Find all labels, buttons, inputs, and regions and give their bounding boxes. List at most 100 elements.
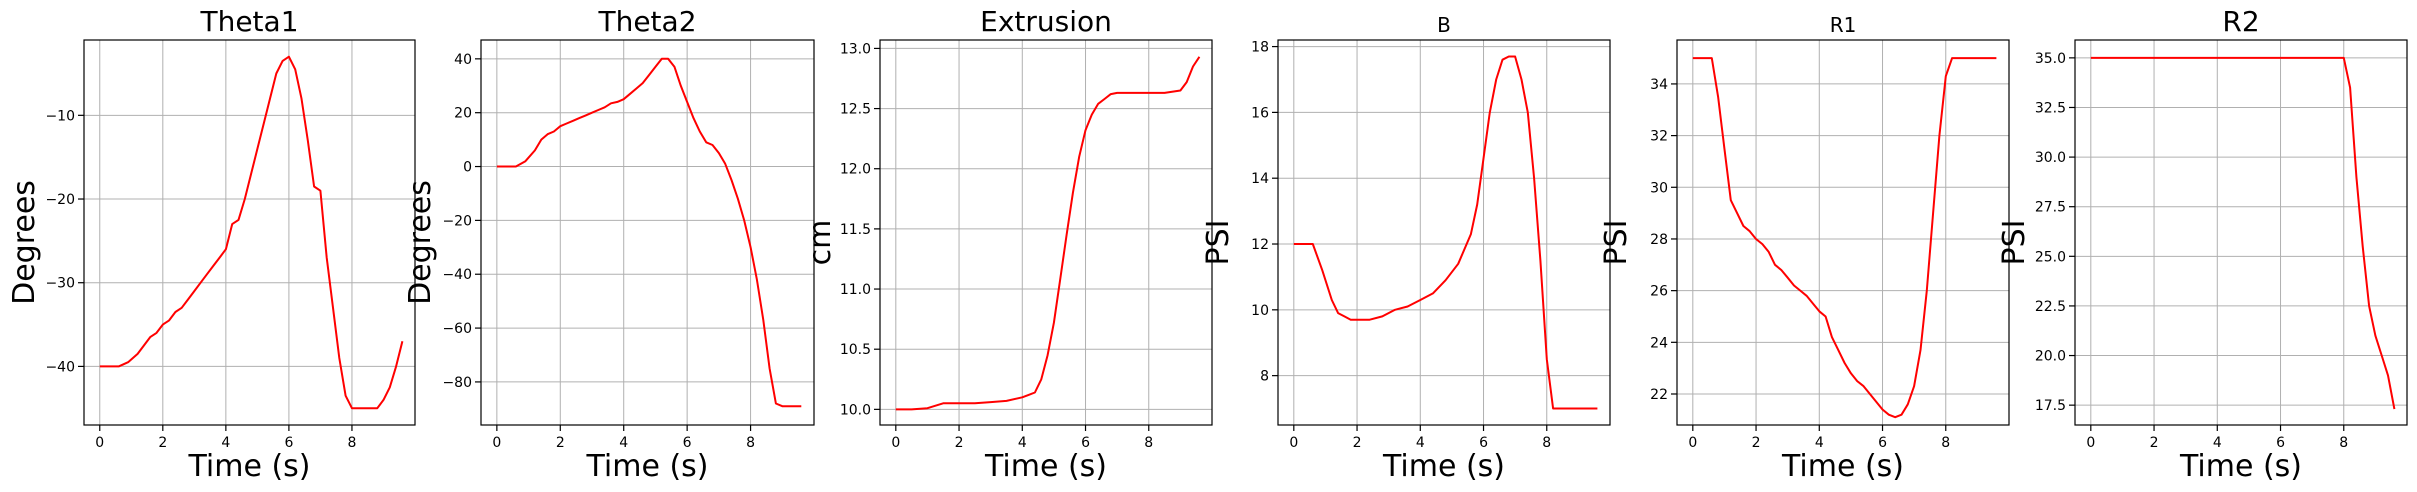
chart-panel-3: 0 2 4 6 8 10.0 10.5 11.0 11.5 12.0 12.5 13.0 Extrusi…: [803, 5, 1213, 484]
y-tick-label: −20: [442, 213, 472, 229]
x-axis-label: Time (s): [984, 449, 1107, 484]
y-tick-label: 12.5: [840, 102, 871, 118]
y-tick-label: 11.5: [840, 222, 871, 238]
x-tick-label: 8: [2339, 435, 2348, 451]
y-tick-label: 0: [463, 160, 472, 176]
x-tick-label: 8: [1542, 435, 1551, 451]
y-tick-label: 16: [1251, 105, 1269, 121]
y-tick-label: −60: [442, 321, 472, 337]
x-tick-label: 6: [284, 435, 293, 451]
x-axis-label: Time (s): [1382, 449, 1505, 484]
y-tick-label: 22: [1650, 387, 1668, 403]
y-tick-label: 20: [454, 106, 472, 122]
series-line: [1293, 55, 1598, 410]
y-tick-label: −30: [45, 276, 75, 292]
x-tick-label: 6: [1878, 435, 1887, 451]
plot-frame: [1676, 39, 2010, 426]
chart-panel-2: 0 2 4 6 8 −80 −60 −40 −20 0 20 40 Theta2 Time (s) Degr…: [403, 5, 815, 484]
y-tick-label: 27.5: [2035, 200, 2066, 216]
series-line: [99, 55, 404, 410]
y-tick-label: −10: [45, 108, 75, 124]
y-tick-label: 24: [1650, 335, 1668, 351]
x-tick-label: 2: [955, 435, 964, 451]
chart-panel-6: 0 2 4 6 8 17.5 20.0 22.5 25.0 27.5 30.0 32.5 35.0 R2 T…: [1997, 5, 2408, 484]
y-axis-label: cm: [803, 220, 838, 266]
chart-title: Theta2: [597, 5, 696, 38]
x-tick-label: 2: [556, 435, 565, 451]
x-tick-label: 0: [2086, 435, 2095, 451]
x-tick-label: 4: [1018, 435, 1027, 451]
y-tick-label: 10.5: [840, 342, 871, 358]
y-tick-label: 30.0: [2035, 150, 2066, 166]
series-line: [496, 57, 802, 408]
x-tick-label: 0: [95, 435, 104, 451]
chart-title: R2: [2222, 5, 2259, 38]
y-tick-label: 20.0: [2035, 349, 2066, 365]
x-tick-label: 6: [1081, 435, 1090, 451]
y-tick-label: 12: [1251, 237, 1269, 253]
y-axis-label: PSI: [1201, 220, 1236, 266]
y-tick-label: 12.0: [840, 162, 871, 178]
y-tick-label: 34: [1650, 77, 1668, 93]
chart-title: R1: [1830, 13, 1857, 37]
y-tick-label: 28: [1650, 232, 1668, 248]
x-tick-label: 2: [2150, 435, 2159, 451]
x-axis-label: Time (s): [188, 449, 311, 484]
x-axis-label: Time (s): [1781, 449, 1904, 484]
x-tick-label: 8: [1941, 435, 1950, 451]
x-tick-label: 4: [2213, 435, 2222, 451]
chart-title: B: [1437, 13, 1451, 37]
x-tick-label: 8: [1144, 435, 1153, 451]
x-tick-label: 8: [347, 435, 356, 451]
y-tick-label: 32: [1650, 129, 1668, 145]
chart-panel-4: 0 2 4 6 8 8 10 12 14 16 18 B Time (s) PSI: [1201, 13, 1611, 484]
y-tick-label: −40: [442, 267, 472, 283]
y-tick-label: 11.0: [840, 282, 871, 298]
y-tick-label: 35.0: [2035, 51, 2066, 67]
x-tick-label: 4: [221, 435, 230, 451]
x-tick-label: 6: [2276, 435, 2285, 451]
y-axis-label: PSI: [1997, 220, 2032, 266]
series-line: [2090, 56, 2396, 410]
y-tick-label: −40: [45, 359, 75, 375]
y-tick-label: 30: [1650, 180, 1668, 196]
y-tick-label: 32.5: [2035, 100, 2066, 116]
x-axis-label: Time (s): [586, 449, 709, 484]
plot-frame: [480, 39, 815, 426]
y-tick-label: 8: [1260, 369, 1269, 385]
y-axis-label: Degrees: [7, 180, 42, 305]
y-tick-label: 14: [1251, 171, 1269, 187]
y-tick-label: 13.0: [840, 41, 871, 57]
x-tick-label: 2: [1353, 435, 1362, 451]
series-line: [895, 56, 1201, 411]
x-tick-label: 4: [1815, 435, 1824, 451]
series-line: [1692, 57, 1997, 419]
x-axis-label: Time (s): [2179, 449, 2302, 484]
y-tick-label: −20: [45, 192, 75, 208]
y-axis-label: PSI: [1599, 220, 1634, 266]
y-tick-label: 17.5: [2035, 398, 2066, 414]
plot-frame: [2074, 39, 2408, 426]
x-tick-label: 2: [158, 435, 167, 451]
y-tick-label: 40: [454, 52, 472, 68]
y-tick-label: 26: [1650, 284, 1668, 300]
y-axis-label: Degrees: [403, 180, 438, 305]
y-tick-label: 25.0: [2035, 249, 2066, 265]
x-tick-label: 8: [746, 435, 755, 451]
y-tick-label: 10: [1251, 303, 1269, 319]
chart-panel-1: 0 2 4 6 8 −40 −30 −20 −10 Theta1 Time (s) Degrees: [7, 5, 416, 484]
x-tick-label: 0: [1688, 435, 1697, 451]
plot-frame: [83, 39, 416, 426]
x-tick-label: 6: [1479, 435, 1488, 451]
x-tick-label: 0: [1289, 435, 1298, 451]
x-tick-label: 6: [683, 435, 692, 451]
x-tick-label: 0: [492, 435, 501, 451]
x-tick-label: 0: [891, 435, 900, 451]
x-tick-label: 4: [619, 435, 628, 451]
chart-title: Theta1: [199, 5, 298, 38]
x-tick-label: 2: [1752, 435, 1761, 451]
y-tick-label: −80: [442, 375, 472, 391]
y-tick-label: 18: [1251, 40, 1269, 56]
